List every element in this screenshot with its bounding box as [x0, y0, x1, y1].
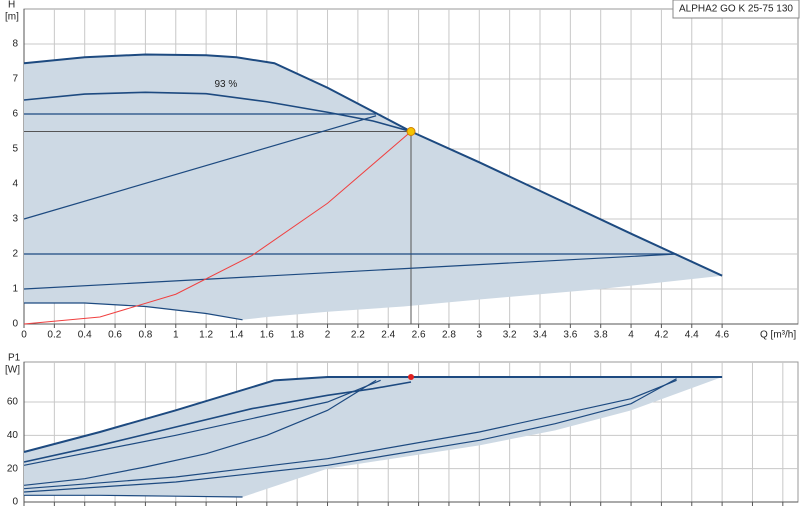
curve [23, 131, 412, 325]
curve [24, 302, 243, 321]
y-axis-unit: [W] [5, 365, 20, 376]
y-tick-label: 40 [7, 430, 19, 441]
x-tick-label: 0.4 [78, 330, 92, 341]
curve [23, 253, 677, 290]
y-tick-label: 6 [12, 109, 18, 120]
x-tick-label: 0.6 [108, 330, 122, 341]
annotation: 93 % [214, 79, 237, 90]
x-tick-label: 2.2 [351, 330, 365, 341]
y-tick-label: 0 [12, 497, 18, 508]
x-tick-label: 1 [173, 330, 179, 341]
y-tick-label: 60 [7, 397, 19, 408]
x-tick-label: 3 [477, 330, 483, 341]
y-tick-label: 3 [12, 214, 18, 225]
x-tick-label: 2 [325, 330, 331, 341]
curve [23, 379, 377, 486]
x-tick-label: 2.4 [381, 330, 395, 341]
operating-area [24, 377, 723, 497]
x-tick-label: 4.2 [654, 330, 668, 341]
x-tick-label: 4.4 [685, 330, 699, 341]
x-axis-label: Q [m³/h] [760, 330, 796, 341]
x-tick-label: 3.4 [533, 330, 547, 341]
x-tick-label: 1.2 [199, 330, 213, 341]
duty-point [408, 374, 414, 380]
y-tick-label: 8 [12, 39, 18, 50]
y-tick-label: 4 [12, 179, 18, 190]
curve [23, 379, 381, 466]
curve [23, 378, 677, 493]
y-tick-label: 2 [12, 249, 18, 260]
y-axis-label: H [8, 0, 15, 11]
y-tick-label: 7 [12, 74, 18, 85]
curve [23, 381, 412, 463]
x-tick-label: 3.8 [594, 330, 608, 341]
title-box [672, 0, 800, 19]
x-tick-label: 0.2 [47, 330, 61, 341]
x-tick-label: 4 [628, 330, 634, 341]
curve [23, 379, 677, 490]
curve [23, 376, 723, 453]
x-tick-label: 0.8 [138, 330, 152, 341]
curve [23, 115, 377, 220]
chart-title: ALPHA2 GO K 25-75 130 [679, 4, 793, 15]
x-tick-label: 3.6 [563, 330, 577, 341]
x-tick-label: 1.4 [230, 330, 244, 341]
y-tick-label: 5 [12, 144, 18, 155]
x-tick-label: 2.8 [442, 330, 456, 341]
y-axis-label: P1 [8, 353, 21, 364]
y-tick-label: 1 [12, 284, 18, 295]
x-tick-label: 0 [21, 330, 27, 341]
curve [24, 494, 243, 498]
x-tick-label: 4.6 [715, 330, 729, 341]
x-tick-label: 2.6 [412, 330, 426, 341]
curve [23, 53, 723, 277]
x-tick-label: 3.2 [503, 330, 517, 341]
y-axis-unit: [m] [5, 12, 19, 23]
y-tick-label: 0 [12, 319, 18, 330]
x-tick-label: 1.6 [260, 330, 274, 341]
curve [23, 91, 412, 133]
duty-point [406, 127, 416, 136]
y-tick-label: 20 [7, 463, 19, 474]
x-tick-label: 1.8 [290, 330, 304, 341]
